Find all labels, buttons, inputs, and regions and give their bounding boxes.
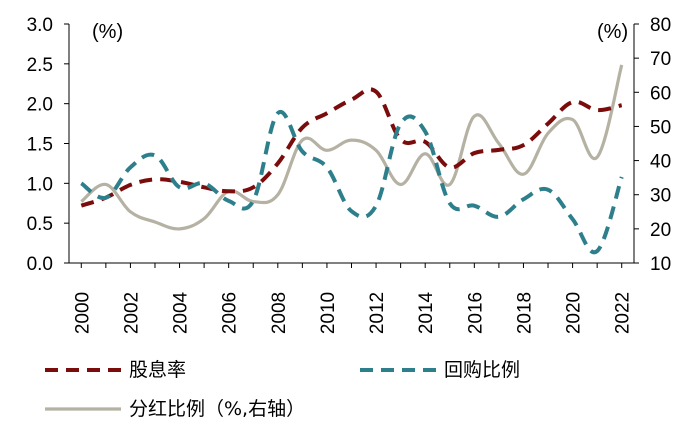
x-tick-label: 2000 — [72, 292, 93, 334]
y-right-unit-label: (%) — [597, 21, 628, 43]
y-left-unit-label: (%) — [92, 21, 123, 43]
series-line-2 — [80, 64, 624, 231]
x-tick-label: 2020 — [564, 292, 585, 334]
legend-label-0: 股息率 — [129, 359, 186, 381]
y-left-tick-label: 2.5 — [27, 55, 53, 76]
series-line-1 — [80, 109, 624, 255]
y-right-tick-label: 80 — [650, 15, 671, 36]
y-left-tick-label: 1.5 — [27, 135, 53, 156]
legend-label-1: 回购比例 — [444, 359, 520, 381]
series — [80, 64, 624, 255]
x-tick-label: 2002 — [121, 292, 142, 334]
y-left-tick-label: 2.0 — [27, 95, 53, 116]
legend-label-2: 分红比例（%,右轴） — [129, 398, 305, 420]
y-right-tick-label: 60 — [650, 83, 671, 104]
x-tick-label: 2016 — [465, 292, 486, 334]
x-tick-label: 2012 — [367, 292, 388, 334]
ticks: 0.0 0.5 1.0 1.5 2.0 2.5 3.0 10 20 30 40 50 60 70 80 200… — [27, 15, 672, 334]
x-tick-label: 2022 — [613, 292, 634, 334]
x-tick-label: 2006 — [220, 292, 241, 334]
y-right-tick-label: 20 — [650, 220, 671, 241]
y-right-tick-label: 50 — [650, 117, 671, 138]
y-left-tick-label: 0.0 — [27, 254, 53, 275]
y-left-tick-label: 3.0 — [27, 15, 53, 36]
x-tick-label: 2018 — [514, 292, 535, 334]
y-right-tick-label: 70 — [650, 49, 671, 70]
y-left-tick-label: 1.0 — [27, 174, 53, 195]
x-tick-label: 2004 — [171, 291, 192, 334]
y-right-tick-label: 30 — [650, 186, 671, 207]
y-right-tick-label: 40 — [650, 152, 671, 173]
y-left-tick-label: 0.5 — [27, 214, 53, 235]
axes — [68, 24, 635, 264]
x-tick-label: 2010 — [318, 292, 339, 334]
x-tick-label: 2014 — [416, 291, 437, 334]
y-right-tick-label: 10 — [650, 254, 671, 275]
x-tick-label: 2008 — [269, 292, 290, 334]
